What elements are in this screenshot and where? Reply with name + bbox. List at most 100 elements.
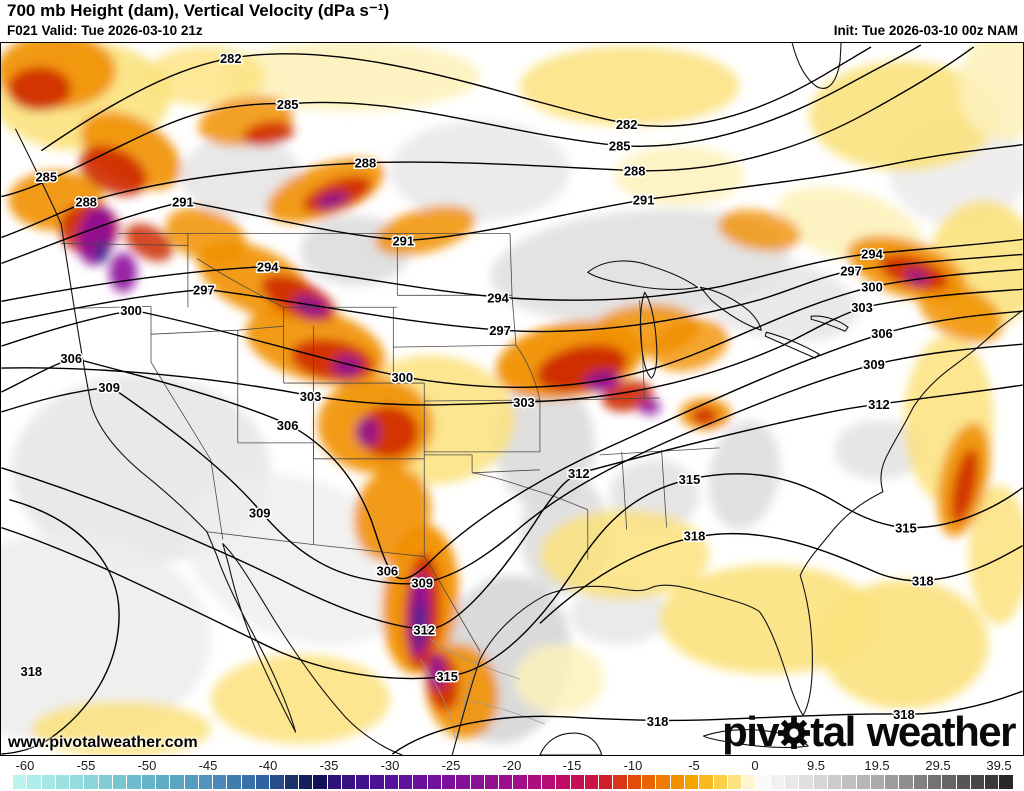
colorbar-cell (642, 775, 656, 789)
state-border-line (61, 243, 188, 246)
state-border-line (196, 258, 284, 308)
colorbar-cell (813, 775, 827, 789)
colorbar-cell (141, 775, 155, 789)
shading-blob (353, 467, 431, 562)
colorbar-cell (856, 775, 870, 789)
contour-label: 282 (616, 117, 638, 132)
colorbar-tick-label: 9.5 (806, 758, 826, 773)
shading-blob (95, 240, 109, 265)
shading-blob (819, 579, 989, 710)
state-border-line (423, 556, 481, 652)
pivotal-weather-logo: piv tal weather (722, 708, 1017, 755)
colorbar-cell (241, 775, 256, 789)
shading-blob (415, 602, 426, 647)
colorbar-cell (98, 775, 113, 789)
gear-icon (778, 717, 811, 749)
colorbar-cell (584, 775, 599, 789)
colorbar-cell (113, 775, 127, 789)
colorbar-tick-label: -35 (319, 758, 339, 773)
shading-blob (390, 120, 570, 221)
contour-label: 315 (895, 521, 917, 536)
shading-blob (968, 484, 1023, 625)
shading-blob (1, 534, 211, 744)
colorbar-cells (13, 775, 1013, 789)
colorbar-cell (327, 775, 341, 789)
mexican-border-line (419, 659, 456, 740)
shading-blob (691, 406, 718, 425)
shading-blob (210, 654, 391, 745)
shading-blob (316, 191, 349, 210)
mexican-border-line (430, 639, 521, 680)
colorbar-cell (985, 775, 999, 789)
contour-label: 300 (391, 370, 413, 385)
colorbar-footer: -60 -55 -50 -45 -40 -35 -30 -25 -20 -15 -10 -5 0 9.5 1… (0, 756, 1024, 791)
colorbar-cell (284, 775, 298, 789)
colorbar-tick-label: -10 (623, 758, 643, 773)
contour-label: 318 (684, 529, 706, 544)
coastline-path (764, 331, 820, 359)
shading-blob (355, 416, 380, 447)
contour-label: 312 (413, 622, 435, 637)
height-contour-318 (539, 532, 1023, 624)
state-border-line (424, 399, 540, 402)
colorbar-cell (256, 775, 270, 789)
colorbar-cell (27, 775, 41, 789)
logo-text-tal: tal (810, 708, 856, 755)
contour-label: 300 (861, 279, 883, 294)
state-border-line (78, 305, 152, 309)
contour-label: 309 (98, 380, 120, 395)
contour-label: 291 (392, 233, 414, 248)
contour-label: 318 (893, 707, 915, 722)
colorbar-cell (999, 775, 1013, 789)
colorbar-cell (484, 775, 499, 789)
contour-label: 297 (193, 282, 215, 297)
contour-label: 303 (851, 300, 873, 315)
colorbar-cell (341, 775, 356, 789)
logo-text-weather: weather (866, 708, 1017, 755)
shading-blob (958, 43, 1023, 141)
contour-label: 303 (300, 389, 322, 404)
weather-map: 282 282 285 285 285 288 288 288 291 291 291 294 294 2… (0, 42, 1024, 756)
contour-label: 315 (436, 669, 458, 684)
height-contour-306 (1, 310, 1023, 580)
colorbar-tick-label: 19.5 (864, 758, 890, 773)
map-header: 700 mb Height (dam), Vertical Velocity (… (0, 0, 1024, 42)
colorbar-cell (456, 775, 470, 789)
state-border-line (621, 451, 628, 530)
contour-label: 306 (871, 326, 893, 341)
page-title: 700 mb Height (dam), Vertical Velocity (… (7, 1, 390, 20)
contour-label: 309 (411, 575, 433, 590)
shading-blob (31, 701, 211, 755)
colorbar-cell (384, 775, 399, 789)
colorbar-cell (899, 775, 913, 789)
height-contour-291 (1, 144, 1023, 265)
colorbar-cell (527, 775, 541, 789)
colorbar-cell (613, 775, 627, 789)
shading-blob (708, 420, 781, 530)
colorbar-cell (870, 775, 885, 789)
shading-blob (146, 45, 266, 106)
coastline-path (699, 286, 762, 331)
shading-blob (834, 419, 924, 480)
height-contour-282 (40, 46, 872, 152)
colorbar-cell (756, 775, 770, 789)
shading-blob (717, 209, 801, 252)
colorbar-cell (213, 775, 227, 789)
shading-blob (539, 509, 710, 600)
colorbar-tick-label: 39.5 (986, 758, 1012, 773)
colorbar-cell (84, 775, 98, 789)
colorbar-cell (656, 775, 670, 789)
shading-blob (109, 252, 138, 293)
contour-label: 291 (172, 195, 194, 210)
height-contour-285 (1, 44, 922, 198)
colorbar-tick-label: 0 (751, 758, 759, 773)
state-border-line (509, 233, 513, 296)
colorbar-cell (727, 775, 742, 789)
height-contour-318 (1, 499, 120, 755)
contour-label: 288 (355, 156, 377, 171)
contour-label: 315 (679, 472, 701, 487)
coastline-path (587, 260, 699, 290)
shading-blob (650, 318, 729, 372)
colorbar-tick-label: -40 (258, 758, 278, 773)
